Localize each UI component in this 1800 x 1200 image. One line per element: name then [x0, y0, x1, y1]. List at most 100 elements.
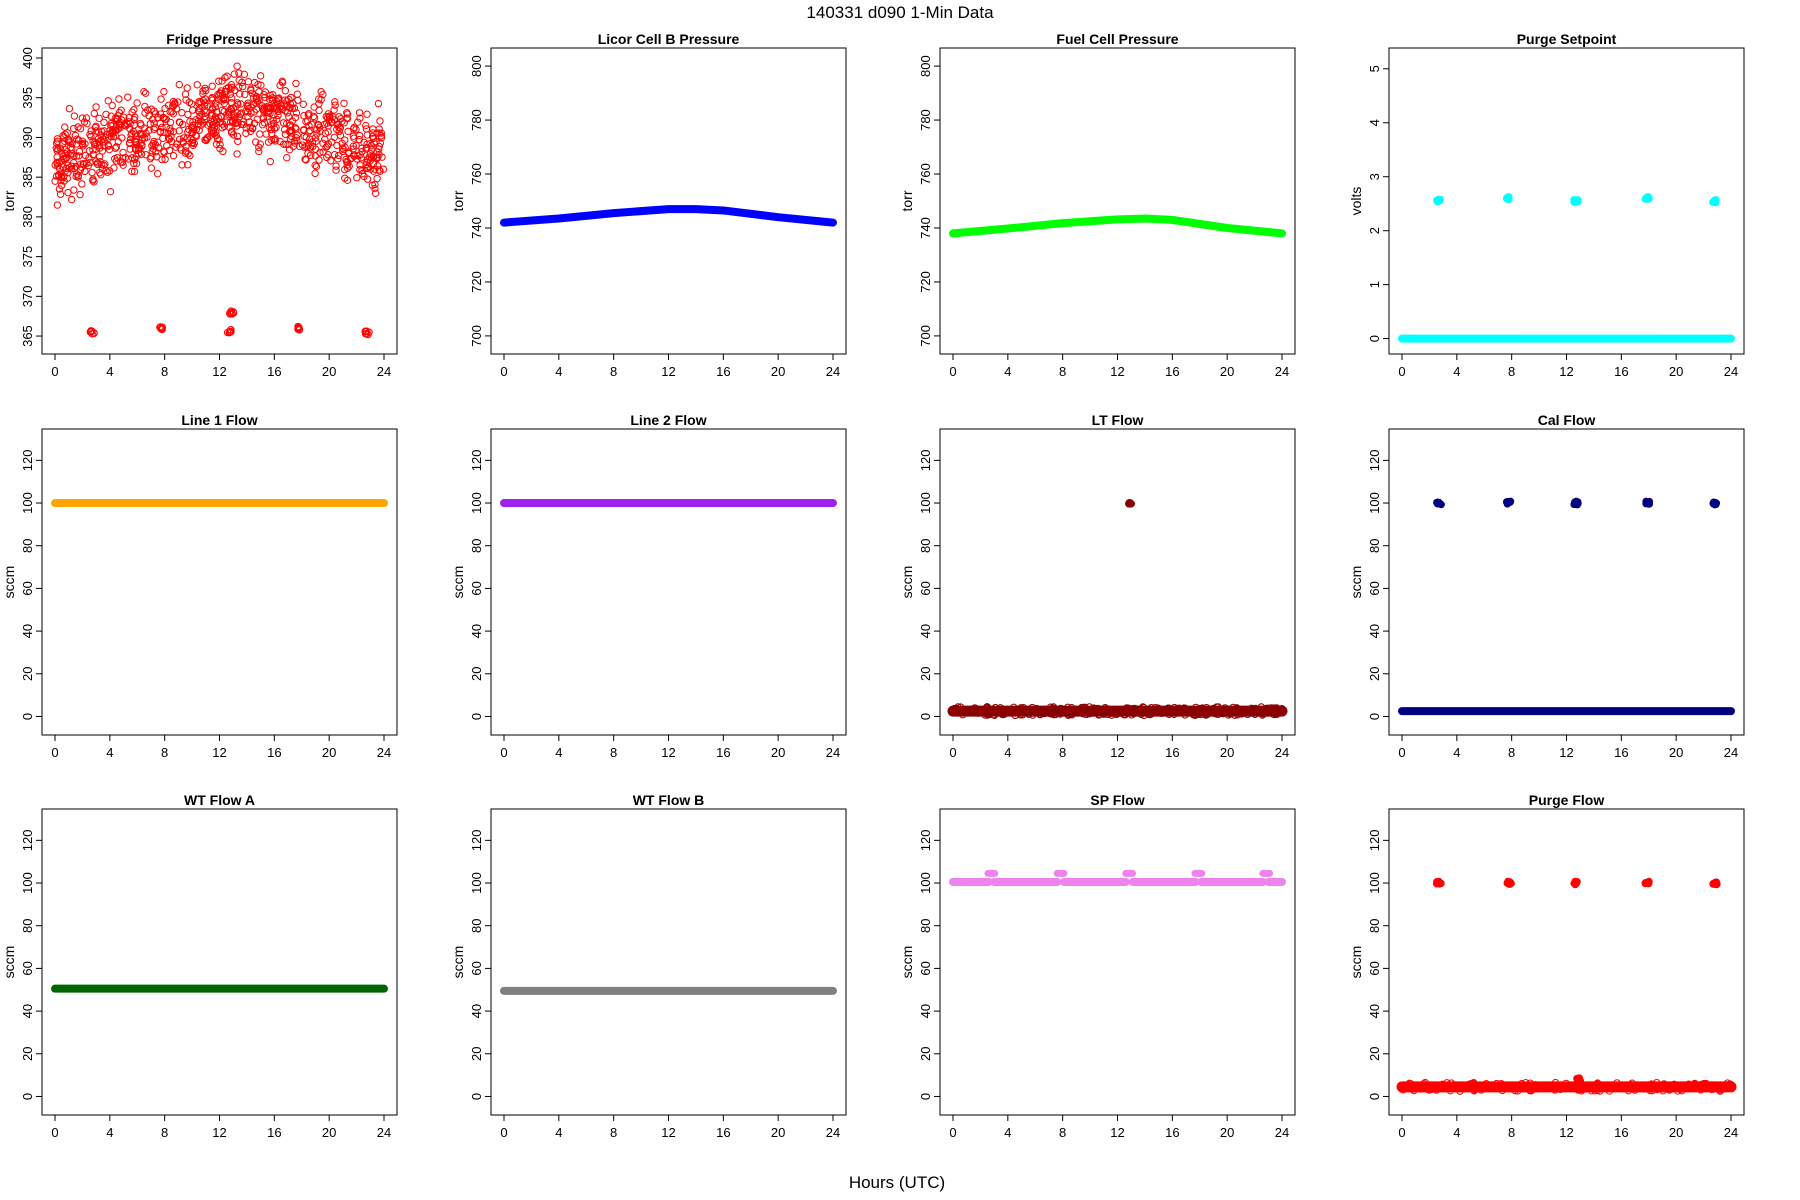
- data-point: [311, 169, 319, 178]
- data-point: [305, 110, 313, 118]
- data-point: [78, 163, 86, 172]
- plot-frame: [939, 808, 1296, 1116]
- data-point: [252, 94, 261, 103]
- data-point: [100, 142, 108, 150]
- data-point: [1470, 1087, 1478, 1095]
- data-point: [178, 109, 186, 117]
- data-point: [1710, 197, 1718, 205]
- x-tick-label: 20: [771, 364, 785, 379]
- data-point: [236, 110, 245, 118]
- data-point: [242, 107, 250, 115]
- data-point: [143, 106, 152, 114]
- data-point: [147, 164, 156, 172]
- x-tick-label: 16: [1614, 1125, 1628, 1140]
- data-point: [231, 115, 239, 123]
- data-point: [100, 127, 108, 135]
- data-point: [1681, 1084, 1689, 1092]
- data-point: [56, 144, 65, 152]
- data-point: [98, 147, 107, 155]
- data-point: [1628, 1079, 1636, 1087]
- y-tick-label: 80: [469, 918, 484, 932]
- x-axis: 0 4 8 12 16 20 24: [949, 734, 1289, 760]
- data-point: [331, 101, 339, 109]
- x-tick-label: 20: [1669, 1125, 1683, 1140]
- panel-5: Line 2 Flow 0 4 8 12 16 20 24 0 20 40 60 80 100 120 scc…: [450, 412, 847, 760]
- data-point: [1471, 1085, 1479, 1094]
- data-point: [138, 141, 146, 149]
- data-point: [282, 140, 290, 149]
- data-point: [254, 80, 262, 89]
- data-point: [197, 98, 205, 107]
- data-layer: [947, 498, 1288, 720]
- data-point: [252, 138, 260, 146]
- data-point: [61, 150, 69, 158]
- y-tick-label: 780: [918, 109, 933, 131]
- y-axis-label: sccm: [450, 946, 466, 979]
- data-point: [199, 87, 207, 95]
- data-point: [1716, 1086, 1724, 1094]
- data-point: [349, 142, 358, 150]
- x-tick-label: 0: [500, 1125, 507, 1140]
- data-point: [1643, 1084, 1652, 1092]
- data-point: [132, 138, 140, 147]
- data-point: [131, 145, 140, 154]
- data-point: [229, 131, 238, 139]
- data-point: [300, 143, 309, 151]
- data-point: [1271, 704, 1279, 712]
- data-point: [1492, 1079, 1501, 1088]
- y-axis: 700 720 740 760 780 800: [918, 55, 941, 347]
- y-tick-label: 720: [918, 271, 933, 293]
- data-point: [263, 108, 271, 116]
- panel-9: WT Flow B 0 4 8 12 16 20 24 0 20 40 60 80 100 120 sccm: [450, 792, 847, 1140]
- data-point: [1587, 1084, 1596, 1092]
- data-point: [227, 83, 236, 91]
- data-point: [323, 153, 331, 162]
- data-point: [1117, 709, 1126, 717]
- data-point: [330, 151, 339, 159]
- data-point: [1567, 1084, 1576, 1092]
- data-point: [161, 104, 169, 113]
- data-point: [1605, 1084, 1613, 1092]
- y-tick-label: 80: [918, 918, 933, 932]
- data-point: [1511, 1086, 1519, 1095]
- panel-title: WT Flow A: [184, 792, 255, 808]
- data-point: [82, 114, 91, 122]
- y-tick-label: 100: [20, 872, 35, 894]
- data-point: [1139, 703, 1147, 711]
- y-tick-label: 700: [918, 325, 933, 347]
- data-point: [951, 708, 959, 716]
- data-point: [130, 106, 138, 114]
- data-point: [978, 707, 987, 715]
- data-point: [241, 90, 249, 99]
- data-point: [244, 99, 252, 107]
- data-point: [76, 160, 85, 168]
- data-point: [335, 127, 343, 136]
- data-point: [119, 161, 127, 169]
- data-point: [290, 104, 299, 112]
- data-point: [285, 113, 293, 121]
- y-tick-label: 60: [1367, 961, 1382, 975]
- data-point: [1025, 710, 1033, 718]
- x-tick-label: 8: [1508, 1125, 1515, 1140]
- y-tick-label: 60: [20, 961, 35, 975]
- data-point: [355, 109, 364, 117]
- data-point: [63, 147, 72, 156]
- data-point: [253, 115, 261, 123]
- data-point: [1112, 710, 1121, 719]
- data-point: [372, 138, 380, 146]
- data-point: [1247, 704, 1256, 713]
- data-point: [1660, 1080, 1668, 1088]
- y-tick-label: 1: [1367, 281, 1382, 288]
- x-tick-label: 0: [51, 1125, 58, 1140]
- data-point: [1533, 1084, 1542, 1093]
- data-point: [175, 118, 184, 126]
- data-point: [1443, 1079, 1451, 1087]
- data-point: [1709, 500, 1717, 508]
- data-point: [78, 114, 87, 122]
- data-point: [1518, 1085, 1527, 1093]
- data-point: [185, 98, 194, 107]
- data-point: [1688, 1082, 1697, 1090]
- data-point: [1433, 498, 1441, 507]
- data-point: [84, 161, 93, 170]
- data-point: [158, 325, 166, 334]
